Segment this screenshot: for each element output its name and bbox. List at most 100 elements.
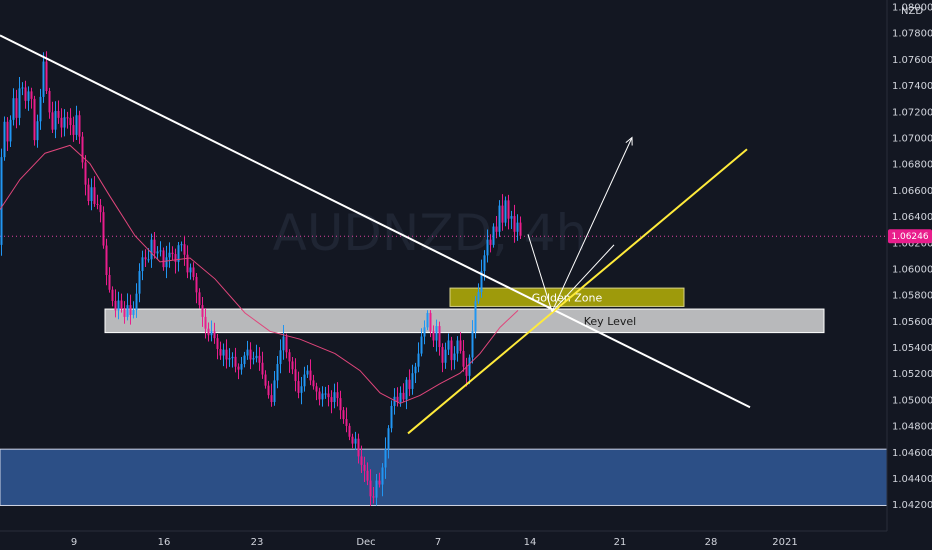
candle [381, 463, 384, 497]
candle-body [75, 115, 78, 135]
candle [282, 324, 285, 360]
candle-body [309, 370, 312, 381]
candle [174, 248, 177, 274]
candle [201, 297, 204, 327]
candle [6, 117, 9, 152]
candle-body [222, 349, 225, 356]
key-level-zone[interactable] [104, 308, 825, 334]
candle [267, 380, 270, 399]
candle [156, 246, 159, 260]
candle-body [300, 386, 303, 393]
candle [72, 116, 75, 142]
candle [339, 390, 342, 420]
candle [0, 148, 3, 256]
x-axis[interactable]: 9 16 23 Dec 7 14 21 28 2021 [71, 537, 798, 548]
candle [12, 88, 15, 126]
descending-trendline [0, 34, 751, 409]
last-price-tag-bg [888, 229, 932, 244]
candle-body [399, 392, 402, 403]
candle-body [78, 115, 81, 137]
candle-body [60, 117, 63, 128]
candle-body [432, 331, 435, 341]
candle [507, 194, 510, 230]
candle-body [51, 112, 54, 130]
candle-body [231, 356, 234, 359]
moving-average-line [0, 144, 519, 404]
candle-body [348, 425, 351, 437]
candle-body [135, 293, 138, 310]
candle [15, 89, 18, 129]
candle [270, 383, 273, 407]
candle-body [171, 252, 174, 255]
candle-body [264, 374, 267, 386]
candle [330, 390, 333, 414]
candle [429, 310, 432, 338]
candle [3, 116, 6, 161]
candle [162, 247, 165, 271]
candle-body [417, 353, 420, 367]
candle [48, 87, 51, 119]
candle-body [387, 428, 390, 450]
candle [435, 319, 438, 352]
candle [213, 322, 216, 344]
symbol-watermark: AUDNZD, 4h [273, 204, 588, 262]
candle-body [465, 366, 468, 376]
candle-body [390, 405, 393, 429]
candle [138, 263, 141, 303]
candle [351, 433, 354, 449]
candle [30, 87, 33, 109]
candle-body [108, 275, 111, 290]
candle [297, 371, 300, 399]
y-axis[interactable]: 1.04200 1.04400 1.04600 1.04800 1.05000 1.052… [892, 3, 932, 512]
candle [51, 101, 54, 134]
support-zone[interactable] [0, 448, 888, 506]
candle-body [291, 361, 294, 370]
candle [378, 472, 381, 488]
candle-body [144, 257, 147, 260]
candle-body [0, 157, 3, 245]
candle [132, 301, 135, 319]
candle-body [102, 212, 105, 246]
candle [498, 200, 501, 237]
candle-body [306, 370, 309, 375]
candle [225, 339, 228, 369]
candle [9, 115, 12, 148]
candle [447, 333, 450, 355]
y-tick-label: 1.08000 [892, 3, 932, 14]
candle-body [411, 373, 414, 389]
candle-body [507, 200, 510, 219]
candle-body [468, 357, 471, 376]
candle [123, 301, 126, 324]
candle-body [288, 352, 291, 362]
candle-body [483, 255, 486, 272]
candle [171, 246, 174, 260]
y-tick-label: 1.07600 [892, 55, 932, 66]
candle-body [249, 349, 252, 360]
candle [39, 88, 42, 130]
candle-body [351, 436, 354, 444]
candle-body [270, 395, 273, 403]
candle [303, 366, 306, 392]
candle-body [261, 362, 264, 375]
candle-body [153, 239, 156, 254]
candle [309, 359, 312, 386]
golden-zone[interactable] [449, 287, 685, 307]
candle [69, 108, 72, 136]
candle [417, 342, 420, 373]
price-series [0, 51, 522, 506]
candle [273, 370, 276, 406]
candle [111, 286, 114, 307]
candle-body [6, 121, 9, 142]
candle-body [342, 410, 345, 420]
candle [291, 357, 294, 375]
candle-body [120, 300, 123, 310]
candle-body [372, 496, 375, 498]
candle [468, 354, 471, 385]
candle-body [459, 340, 462, 351]
candle [258, 347, 261, 371]
candle [129, 294, 132, 325]
candle-body [228, 358, 231, 360]
candle-body [240, 364, 243, 370]
candle-body [246, 349, 249, 356]
